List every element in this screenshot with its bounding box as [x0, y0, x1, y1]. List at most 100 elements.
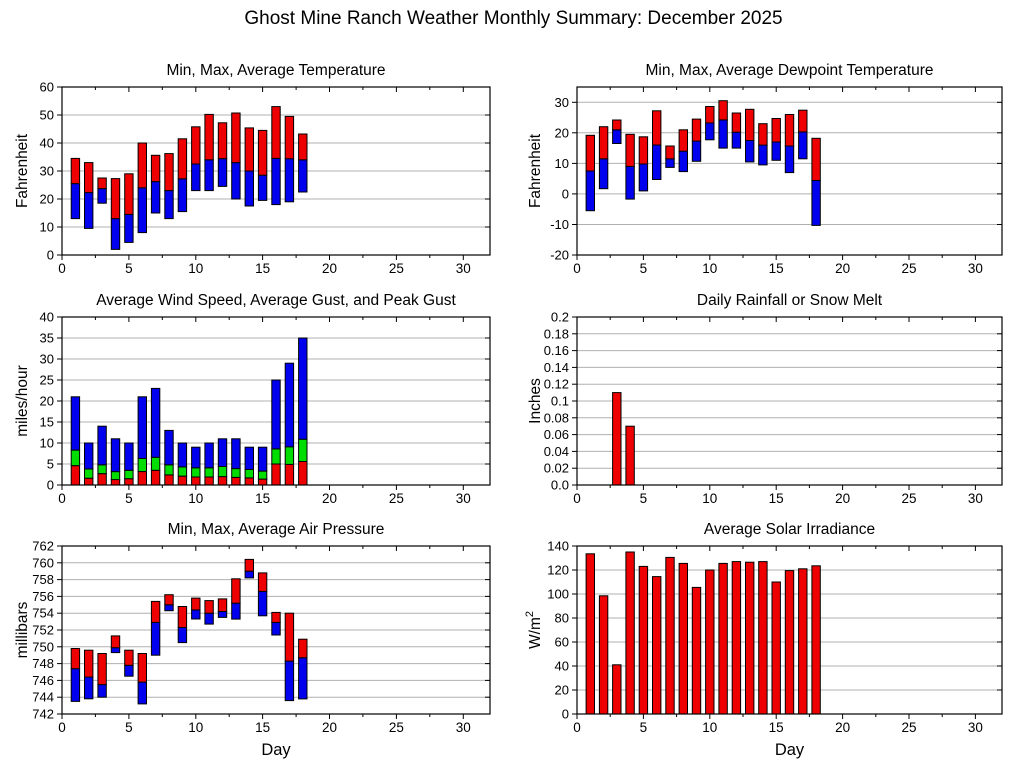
svg-text:25: 25	[389, 261, 404, 276]
bar-average-to-max	[164, 594, 174, 606]
bars	[585, 551, 821, 715]
plot-border	[576, 545, 1003, 715]
svg-text:100: 100	[547, 587, 569, 602]
x-axis-label: Day	[261, 741, 291, 759]
bars	[585, 100, 821, 226]
bar-min-to-average	[137, 681, 148, 705]
svg-text:30: 30	[40, 164, 54, 179]
bar-peak-gust	[97, 425, 107, 466]
bar-average-to-max	[244, 558, 255, 572]
bar-average-to-max	[758, 123, 768, 146]
bar-average-to-max	[217, 122, 228, 160]
y-axis-ticks: 0 20 40 60 80 100 120 140	[547, 539, 1002, 722]
bar-average-to-max	[598, 126, 609, 160]
bar-average-gust	[110, 471, 121, 481]
svg-text:15: 15	[255, 261, 270, 276]
bar-average-wind-speed	[164, 474, 174, 486]
svg-text:30: 30	[40, 352, 54, 367]
bar-peak-gust	[244, 446, 255, 470]
bar-min-to-average	[691, 140, 702, 162]
bar-average-to-max	[691, 118, 702, 142]
bar-peak-gust	[217, 438, 228, 468]
bar-average-to-max	[771, 118, 781, 143]
svg-text:60: 60	[40, 80, 54, 95]
bar-average-gust	[257, 470, 268, 480]
bar-average-gust	[231, 468, 241, 478]
svg-text:25: 25	[901, 720, 916, 735]
svg-text:0.08: 0.08	[544, 410, 569, 425]
svg-text:25: 25	[40, 373, 54, 388]
bar-irradiance	[612, 664, 622, 715]
bar-average-to-max	[811, 137, 821, 182]
svg-text:10: 10	[40, 436, 54, 451]
y-axis-ticks: -20 -10 0 10 20 30	[550, 95, 1002, 263]
y-axis-label: W/m2	[524, 611, 544, 649]
svg-text:756: 756	[32, 589, 54, 604]
bar-average-gust	[271, 448, 281, 465]
bar-peak-gust	[70, 396, 81, 451]
bar-irradiance	[691, 586, 702, 715]
bar-average-gust	[124, 469, 134, 480]
bar-average-to-max	[284, 612, 295, 662]
chart-title: Average Solar Irradiance	[704, 521, 875, 538]
chart-wind: 0 5 10 15 20 25 30 0 5 10 15 20 25 30 35 40 Average Wind…	[14, 292, 491, 506]
bar-min-to-average	[97, 188, 107, 204]
svg-text:-20: -20	[550, 248, 569, 263]
bar-average-to-max	[124, 173, 134, 215]
bar-average-gust	[150, 456, 161, 471]
bar-min-to-average	[257, 174, 268, 201]
svg-text:0.18: 0.18	[544, 326, 569, 341]
bar-min-to-average	[217, 158, 228, 187]
svg-text:40: 40	[40, 136, 54, 151]
bar-min-to-average	[124, 213, 134, 243]
chart-solar: 0 5 10 15 20 25 30 0 20 40 60 80 100 120 140 Average So…	[524, 521, 1003, 759]
bar-min-to-average	[150, 181, 161, 214]
svg-text:15: 15	[769, 261, 784, 276]
bar-min-to-average	[164, 604, 174, 612]
svg-text:20: 20	[322, 720, 337, 735]
svg-text:25: 25	[389, 720, 404, 735]
page-title: Ghost Mine Ranch Weather Monthly Summary…	[244, 8, 783, 29]
bar-average-to-max	[84, 649, 94, 678]
bar-min-to-average	[271, 157, 281, 206]
bar-peak-gust	[110, 438, 121, 473]
bar-min-to-average	[284, 660, 295, 702]
svg-text:10: 10	[702, 261, 717, 276]
bar-peak-gust	[84, 442, 94, 470]
bar-peak-gust	[284, 362, 295, 448]
svg-text:40: 40	[555, 659, 569, 674]
svg-text:10: 10	[702, 720, 717, 735]
chart-title: Min, Max, Average Air Pressure	[168, 521, 385, 538]
svg-text:-10: -10	[550, 217, 569, 232]
bar-min-to-average	[244, 170, 255, 207]
bar-average-wind-speed	[284, 463, 295, 486]
bar-peak-gust	[257, 446, 268, 472]
bar-min-to-average	[271, 621, 281, 636]
bar-min-to-average	[745, 140, 755, 163]
bar-average-wind-speed	[137, 471, 148, 486]
bar-average-wind-speed	[110, 479, 121, 486]
bar-average-wind-speed	[257, 478, 268, 486]
svg-text:20: 20	[835, 261, 850, 276]
svg-text:0: 0	[58, 720, 66, 735]
bar-average-to-max	[271, 106, 281, 159]
bar-average-to-max	[784, 114, 795, 147]
svg-text:60: 60	[555, 635, 569, 650]
bar-average-wind-speed	[231, 476, 241, 486]
svg-text:50: 50	[40, 108, 54, 123]
bar-average-to-max	[124, 649, 134, 666]
y-axis-ticks: 0 10 20 30 40 50 60	[40, 80, 490, 263]
bar-irradiance	[665, 556, 675, 715]
svg-text:20: 20	[40, 394, 54, 409]
svg-text:5: 5	[125, 720, 133, 735]
bar-average-wind-speed	[150, 469, 161, 486]
bar-peak-gust	[298, 337, 308, 440]
bar-min-to-average	[678, 150, 689, 173]
bar-irradiance	[798, 568, 808, 715]
bar-average-wind-speed	[204, 476, 214, 486]
bar-min-to-average	[798, 131, 808, 160]
bar-min-to-average	[110, 647, 121, 654]
bar-average-gust	[70, 449, 81, 467]
svg-text:0.04: 0.04	[544, 444, 569, 459]
x-axis-ticks: 0 5 10 15 20 25 30	[573, 317, 983, 506]
